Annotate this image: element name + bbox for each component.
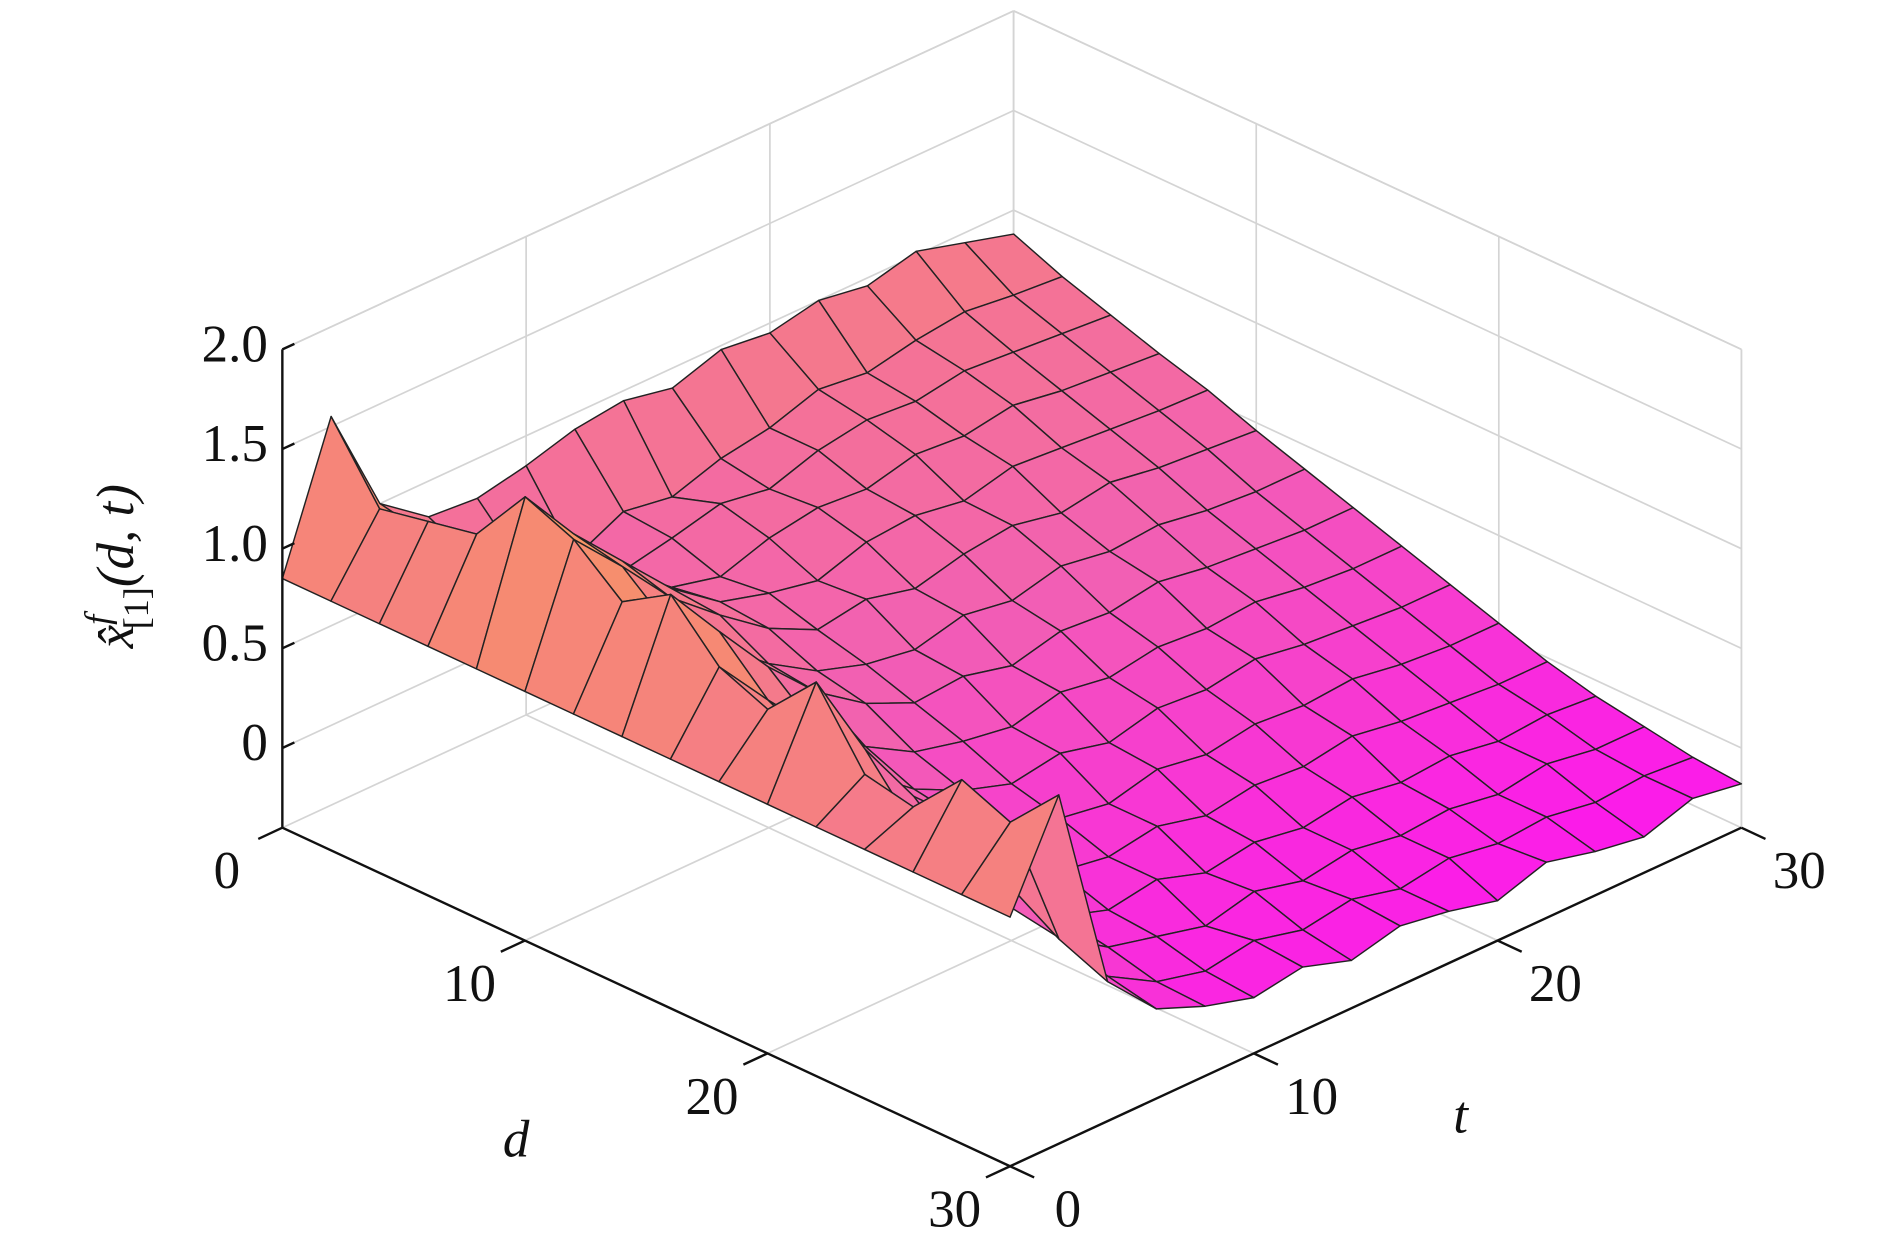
t-tick-label: 10: [1285, 1068, 1338, 1126]
t-axis-label: t: [1453, 1087, 1469, 1145]
t-tick-label: 0: [1055, 1181, 1082, 1239]
t-tick-label: 30: [1773, 842, 1826, 900]
surface-patch: [960, 794, 1060, 918]
d-tick-label: 10: [443, 955, 496, 1013]
t-tick: [1497, 939, 1523, 953]
z-tick: [281, 641, 295, 650]
d-tick: [500, 939, 526, 953]
z-label-base: x̂: [87, 624, 145, 649]
grid-line: [282, 109, 1015, 450]
axes: 0 0.5 1.0 1.5 2.0 0 10 20 30 0 10 20 30: [202, 316, 1826, 1239]
grid-line: [282, 209, 1015, 550]
box-edge: [282, 10, 1015, 351]
grid-line: [1013, 209, 1742, 550]
grid-line: [525, 714, 1255, 1055]
grid-line: [1013, 109, 1742, 450]
t-tick: [1740, 826, 1766, 841]
z-tick: [281, 542, 295, 550]
z-tick: [281, 342, 295, 351]
z-tick: [281, 741, 295, 750]
d-tick-label: 30: [928, 1181, 981, 1239]
z-axis-label: x̂f[1](d, t): [78, 484, 157, 649]
d-tick: [257, 826, 283, 841]
t-axis-line: [1009, 826, 1742, 1168]
d-axis-line: [281, 826, 1011, 1168]
surface: [281, 233, 1743, 1010]
z-tick-label: 1.5: [202, 415, 268, 473]
d-tick: [742, 1052, 768, 1066]
d-axis-label: d: [503, 1111, 530, 1169]
z-tick-label: 0: [241, 714, 268, 772]
t-tick: [1009, 1165, 1035, 1179]
d-tick-label: 0: [214, 842, 241, 900]
d-tick: [985, 1165, 1011, 1179]
z-label-args: (d, t): [87, 484, 145, 587]
z-label-sup: f: [78, 610, 118, 625]
t-tick: [1253, 1052, 1279, 1066]
z-tick-label: 2.0: [202, 316, 268, 374]
z-label-sub: [1]: [116, 587, 156, 629]
d-tick-label: 20: [686, 1068, 739, 1126]
z-tick-label: 1.0: [202, 515, 268, 573]
z-tick: [281, 442, 295, 451]
z-tick-label: 0.5: [202, 615, 268, 673]
t-tick-label: 20: [1529, 955, 1582, 1013]
box-edge: [1013, 10, 1742, 351]
